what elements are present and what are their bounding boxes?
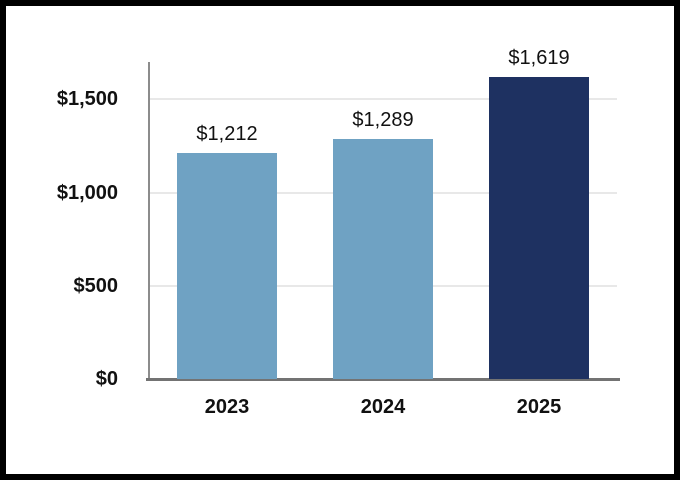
y-tick-label: $1,000 bbox=[56, 181, 118, 204]
bar-2023 bbox=[177, 152, 277, 379]
y-tick-label: $1,500 bbox=[56, 88, 118, 111]
bar-2025 bbox=[489, 77, 589, 379]
y-tick-label: $500 bbox=[73, 274, 119, 297]
x-axis-line bbox=[146, 378, 620, 381]
x-tick-label-2023: 2023 bbox=[204, 396, 250, 418]
x-tick-label-2024: 2024 bbox=[360, 396, 406, 418]
gridline-1500 bbox=[149, 98, 617, 101]
value-label-2024: $1,289 bbox=[352, 108, 414, 131]
value-label-2025: $1,619 bbox=[508, 47, 570, 70]
y-axis-line bbox=[148, 62, 150, 380]
bar-2024 bbox=[333, 138, 433, 379]
value-label-2023: $1,212 bbox=[196, 122, 258, 145]
x-tick-label-2025: 2025 bbox=[516, 396, 562, 418]
bar-chart: $0 $500 $1,000 $1,500 $1,212 2023 $1,289 2024 $1… bbox=[6, 6, 674, 474]
y-tick-label: $0 bbox=[95, 368, 118, 390]
